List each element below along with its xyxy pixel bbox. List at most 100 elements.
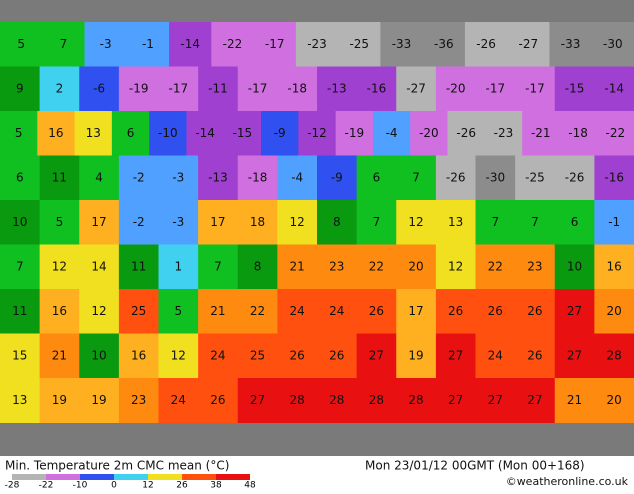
temperature-cell	[356, 244, 397, 290]
temperature-label: 28	[329, 393, 344, 407]
temperature-cell	[475, 155, 516, 201]
temperature-label: -17	[265, 37, 285, 51]
temperature-cell	[0, 244, 41, 290]
temperature-label: -3	[100, 37, 112, 51]
temperature-cell	[515, 244, 556, 290]
temperature-label: 27	[448, 393, 463, 407]
temperature-label: -26	[565, 170, 585, 184]
temperature-label: -17	[525, 81, 545, 95]
temperature-label: 12	[408, 215, 423, 229]
scale-swatch	[114, 474, 148, 480]
temperature-label: 8	[333, 215, 341, 229]
temperature-cell	[522, 111, 560, 156]
temperature-cell	[356, 378, 397, 423]
temperature-cell	[484, 111, 523, 156]
temperature-label: -22	[606, 126, 626, 140]
temperature-cell	[253, 22, 297, 67]
temperature-cell	[118, 66, 159, 112]
temperature-label: 5	[15, 126, 23, 140]
scale-swatch	[148, 474, 182, 480]
temperature-cell	[596, 111, 634, 156]
temperature-cell	[591, 22, 634, 67]
temperature-label: 16	[131, 348, 146, 362]
temperature-cell	[317, 200, 358, 245]
temperature-cell	[435, 244, 476, 290]
temperature-cell	[74, 111, 113, 156]
temperature-label: -3	[172, 215, 184, 229]
temperature-cell	[237, 66, 278, 112]
temperature-cell	[158, 333, 199, 379]
temperature-label: 7	[531, 215, 539, 229]
temperature-label: 7	[16, 259, 24, 273]
temperature-cell	[237, 289, 278, 334]
temperature-cell	[410, 111, 449, 156]
temperature-cell	[39, 244, 80, 290]
temperature-label: -14	[180, 37, 200, 51]
temperature-label: 21	[52, 348, 67, 362]
temperature-cell	[0, 200, 41, 245]
temperature-cell	[39, 289, 80, 334]
temperature-cell	[435, 289, 476, 334]
temperature-label: 11	[131, 259, 146, 273]
temperature-label: 26	[527, 304, 542, 318]
temperature-label: -1	[142, 37, 154, 51]
temperature-label: 26	[329, 348, 344, 362]
temperature-label: 24	[290, 304, 305, 318]
temperature-label: -18	[287, 81, 307, 95]
temperature-cell	[111, 111, 150, 156]
temperature-label: 27	[567, 304, 582, 318]
temperature-cell	[475, 378, 516, 423]
temperature-label: 10	[567, 259, 582, 273]
temperature-label: 27	[488, 393, 503, 407]
temperature-label: 20	[607, 304, 622, 318]
temperature-label: -13	[208, 170, 228, 184]
temperature-cell	[39, 155, 80, 201]
temperature-label: 7	[412, 170, 420, 184]
footer-background	[0, 456, 634, 490]
temperature-cell	[549, 22, 593, 67]
temperature-label: 21	[210, 304, 225, 318]
temperature-cell	[475, 200, 516, 245]
scale-label: -28	[5, 481, 20, 491]
temperature-label: 27	[567, 348, 582, 362]
temperature-cell	[237, 155, 278, 201]
temperature-cell	[37, 111, 76, 156]
map-date: Mon 23/01/12 00GMT (Mon 00+168)	[365, 459, 585, 473]
temperature-label: 28	[408, 393, 423, 407]
temperature-cell	[356, 333, 397, 379]
temperature-label: 21	[290, 259, 305, 273]
temperature-cell	[515, 200, 556, 245]
temperature-label: 26	[448, 304, 463, 318]
temperature-label: -21	[531, 126, 551, 140]
temperature-label: 7	[214, 259, 222, 273]
temperature-cell	[356, 289, 397, 334]
temperature-label: -26	[446, 170, 466, 184]
temperature-cell	[396, 333, 437, 379]
temperature-cell	[277, 155, 318, 201]
temperature-label: 17	[210, 215, 225, 229]
temperature-cell	[396, 244, 437, 290]
temperature-label: 13	[86, 126, 101, 140]
temperature-cell	[0, 66, 41, 112]
temperature-label: 1	[174, 259, 182, 273]
temperature-label: 26	[290, 348, 305, 362]
temperature-cell	[335, 111, 374, 156]
temperature-cell	[317, 333, 358, 379]
temperature-label: 24	[329, 304, 344, 318]
temperature-label: 5	[56, 215, 64, 229]
temperature-label: 11	[52, 170, 67, 184]
temperature-label: -25	[349, 37, 369, 51]
temperature-label: 27	[250, 393, 265, 407]
temperature-cell	[158, 155, 199, 201]
temperature-label: -17	[486, 81, 506, 95]
temperature-label: -23	[307, 37, 327, 51]
temperature-cell	[211, 22, 255, 67]
temperature-cell	[186, 111, 225, 156]
temperature-label: -19	[344, 126, 364, 140]
temperature-label: 28	[290, 393, 305, 407]
temperature-cell	[475, 289, 516, 334]
scale-swatch	[12, 474, 46, 480]
scale-swatch	[216, 474, 250, 480]
temperature-cell	[0, 378, 41, 423]
temperature-cell	[237, 244, 278, 290]
